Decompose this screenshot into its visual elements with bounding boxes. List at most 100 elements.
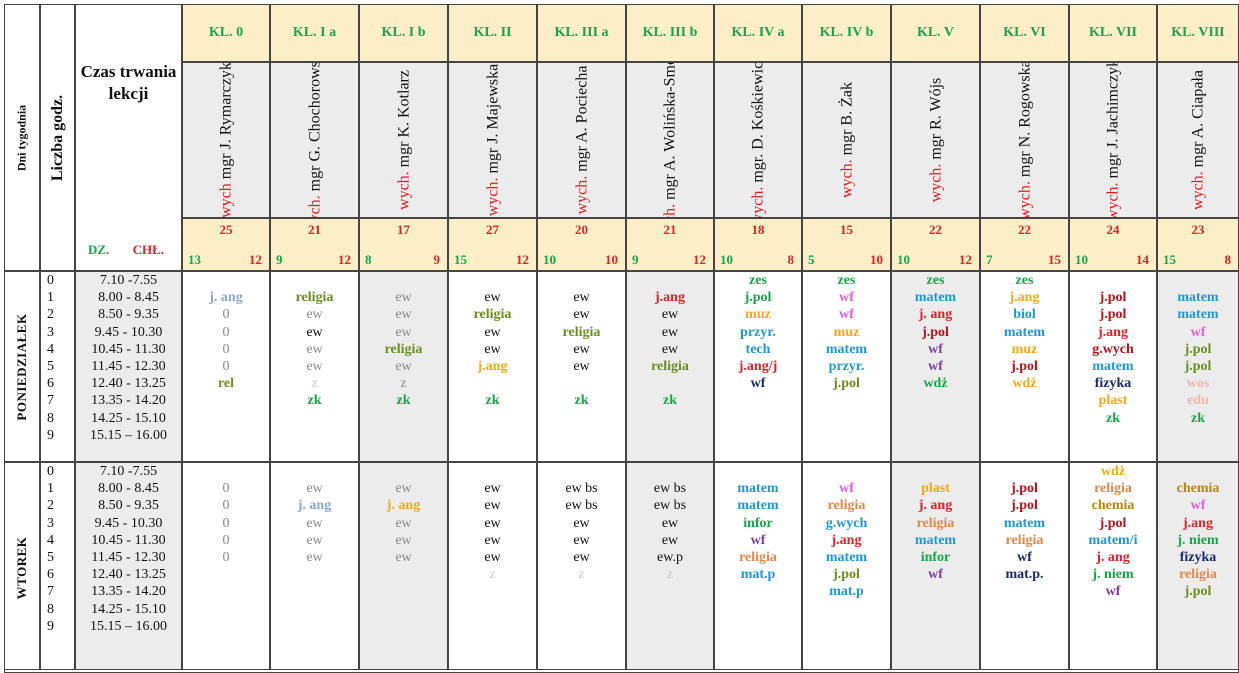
lesson-entry bbox=[627, 272, 713, 289]
hour-number: 0 bbox=[47, 273, 54, 288]
lesson-entry bbox=[449, 375, 536, 392]
hour-number: 4 bbox=[47, 341, 54, 357]
lesson-entry: matem bbox=[825, 549, 868, 565]
student-count-cell: 22 10 12 bbox=[891, 218, 980, 271]
lesson-entry bbox=[271, 463, 358, 480]
lesson-entry: j. ang bbox=[297, 498, 332, 514]
teacher-rotated: wych. mgr A. Pociecha bbox=[573, 66, 590, 215]
lesson-entry: ew bbox=[306, 532, 323, 548]
lesson-entry bbox=[538, 463, 625, 480]
class-name-cell: KL. I b bbox=[359, 4, 448, 62]
lesson-column: zes matem j. ang j.pol wf wf wdż bbox=[891, 271, 980, 462]
lesson-entry: fizyka bbox=[1179, 549, 1217, 565]
class-name-cell: KL. III b bbox=[626, 4, 714, 62]
lesson-entry bbox=[892, 463, 979, 480]
student-total: 25 bbox=[219, 222, 233, 237]
lesson-entry: matem bbox=[914, 290, 957, 306]
hour-number: 5 bbox=[47, 549, 54, 565]
lesson-times: 7.10 -7.55 8.00 - 8.45 8.50 - 9.35 9.45 - 1… bbox=[75, 271, 182, 462]
girls-count: 14 bbox=[1136, 252, 1149, 267]
lesson-column: zes j.pol muz przyr. tech j.ang/j wf bbox=[714, 271, 802, 462]
teacher-cell: wych. mgr A. Ciapała bbox=[1157, 62, 1239, 218]
student-count-cell: 15 5 10 bbox=[802, 218, 891, 271]
lesson-entry bbox=[627, 463, 713, 480]
homeroom-label: wych bbox=[217, 183, 235, 218]
lesson-entry: 0 bbox=[222, 341, 230, 357]
class-name: KL. IV b bbox=[819, 25, 874, 40]
teacher-rotated: wych. mgr J. Majewska bbox=[484, 64, 501, 216]
lesson-entry: religia bbox=[562, 324, 601, 340]
lesson-entry: ew bs bbox=[565, 481, 598, 497]
class-name: KL. IV a bbox=[731, 25, 785, 40]
boys-count: 9 bbox=[276, 252, 283, 267]
teacher-cell: wych. mgr G. Chochorowska bbox=[270, 62, 359, 218]
lesson-column: chemia wf j.ang j. niem fizyka religia j.pol bbox=[1157, 462, 1239, 673]
lesson-column: religia ew ew ew ew z zk bbox=[270, 271, 359, 462]
lesson-entry: 0 bbox=[222, 549, 230, 565]
boys-count: 9 bbox=[632, 252, 639, 267]
teacher-rotated: wych. mgr G. Chochorowska bbox=[306, 63, 323, 217]
student-count-cell: 27 15 12 bbox=[448, 218, 537, 271]
girls-count: 12 bbox=[338, 252, 351, 267]
hour-number: 6 bbox=[47, 567, 54, 583]
lesson-entry: fizyka bbox=[1094, 376, 1132, 392]
lesson-entry: wdż bbox=[923, 376, 948, 392]
lesson-entry: religia bbox=[1094, 481, 1132, 497]
lesson-entry: j.pol bbox=[833, 376, 860, 392]
teacher-rotated: wych. mgr. D. Kośkiewicz bbox=[749, 62, 767, 217]
teacher-rotated: wych. mgr B. Żak bbox=[838, 82, 855, 198]
lesson-entry: muz bbox=[745, 307, 771, 323]
lesson-column: j. ang 0 0 0 0 rel bbox=[182, 271, 270, 462]
lesson-entry bbox=[360, 272, 447, 289]
student-total: 20 bbox=[575, 222, 588, 237]
lesson-entry bbox=[360, 463, 447, 480]
lesson-entry: z bbox=[400, 376, 407, 392]
lesson-column: ew j. ang ew ew ew bbox=[270, 462, 359, 673]
teacher-name: mgr. D. Kośkiewicz bbox=[749, 62, 767, 183]
hour-number: 8 bbox=[47, 410, 54, 426]
day-cell: WTOREK bbox=[4, 462, 40, 673]
lesson-entry: ew.p bbox=[657, 549, 683, 565]
lesson-entry: przyr. bbox=[740, 324, 776, 340]
lesson-time: 9.45 - 10.30 bbox=[94, 324, 163, 340]
lesson-entry: j. niem bbox=[1092, 567, 1134, 583]
girls-label: CHŁ. bbox=[132, 242, 164, 257]
hour-number: 4 bbox=[47, 532, 54, 548]
boys-count: 8 bbox=[365, 252, 372, 267]
lesson-entry: religia bbox=[651, 358, 689, 374]
lesson-entry: muz bbox=[833, 324, 860, 340]
lesson-entry: matem bbox=[737, 498, 779, 514]
lesson-entry: ew bbox=[395, 515, 412, 531]
lesson-entry: wf bbox=[839, 290, 854, 306]
lesson-entry: wf bbox=[1190, 324, 1206, 340]
homeroom-label: wych. bbox=[1189, 171, 1207, 210]
class-name-cell: KL. IV b bbox=[802, 4, 891, 62]
lesson-entry: z bbox=[489, 567, 496, 583]
lesson-entry: ew bbox=[661, 515, 679, 531]
student-count-cell: 21 9 12 bbox=[626, 218, 714, 271]
hour-number: 9 bbox=[47, 618, 54, 634]
lesson-time: 13.35 - 14.20 bbox=[91, 584, 166, 600]
lesson-entry: matem bbox=[914, 532, 957, 548]
lesson-column: j.pol j.pol matem religia wf mat.p. bbox=[980, 462, 1069, 673]
lesson-entry: rel bbox=[217, 376, 235, 392]
lesson-entry: ew bbox=[395, 290, 412, 306]
hour-number: 9 bbox=[47, 427, 54, 443]
lesson-entry: ew bbox=[573, 290, 590, 306]
teacher-cell: wych. mgr N. Rogowska bbox=[980, 62, 1069, 218]
time-header-cell: Czas trwania lekcji DZ. CHŁ. bbox=[75, 4, 182, 271]
lesson-entry: zes bbox=[1015, 273, 1034, 288]
lesson-entry: j.ang/j bbox=[738, 358, 778, 374]
lesson-column: ew ew ew religia ew z zk bbox=[359, 271, 448, 462]
lesson-entry: ew bbox=[395, 481, 412, 497]
lesson-entry: j.pol bbox=[744, 290, 772, 306]
teacher-rotated: wych mgr J. Rymarczyk bbox=[217, 63, 235, 218]
lesson-entry bbox=[183, 272, 269, 289]
class-name-cell: KL. I a bbox=[270, 4, 359, 62]
lesson-column: ew bs ew bs ew ew ew.p z bbox=[626, 462, 714, 673]
lesson-entry: j.pol bbox=[922, 324, 949, 340]
hour-number: 1 bbox=[47, 481, 54, 497]
lesson-column: plast j. ang religia matem infor wf bbox=[891, 462, 980, 673]
lesson-entry: j.pol bbox=[1184, 358, 1212, 374]
